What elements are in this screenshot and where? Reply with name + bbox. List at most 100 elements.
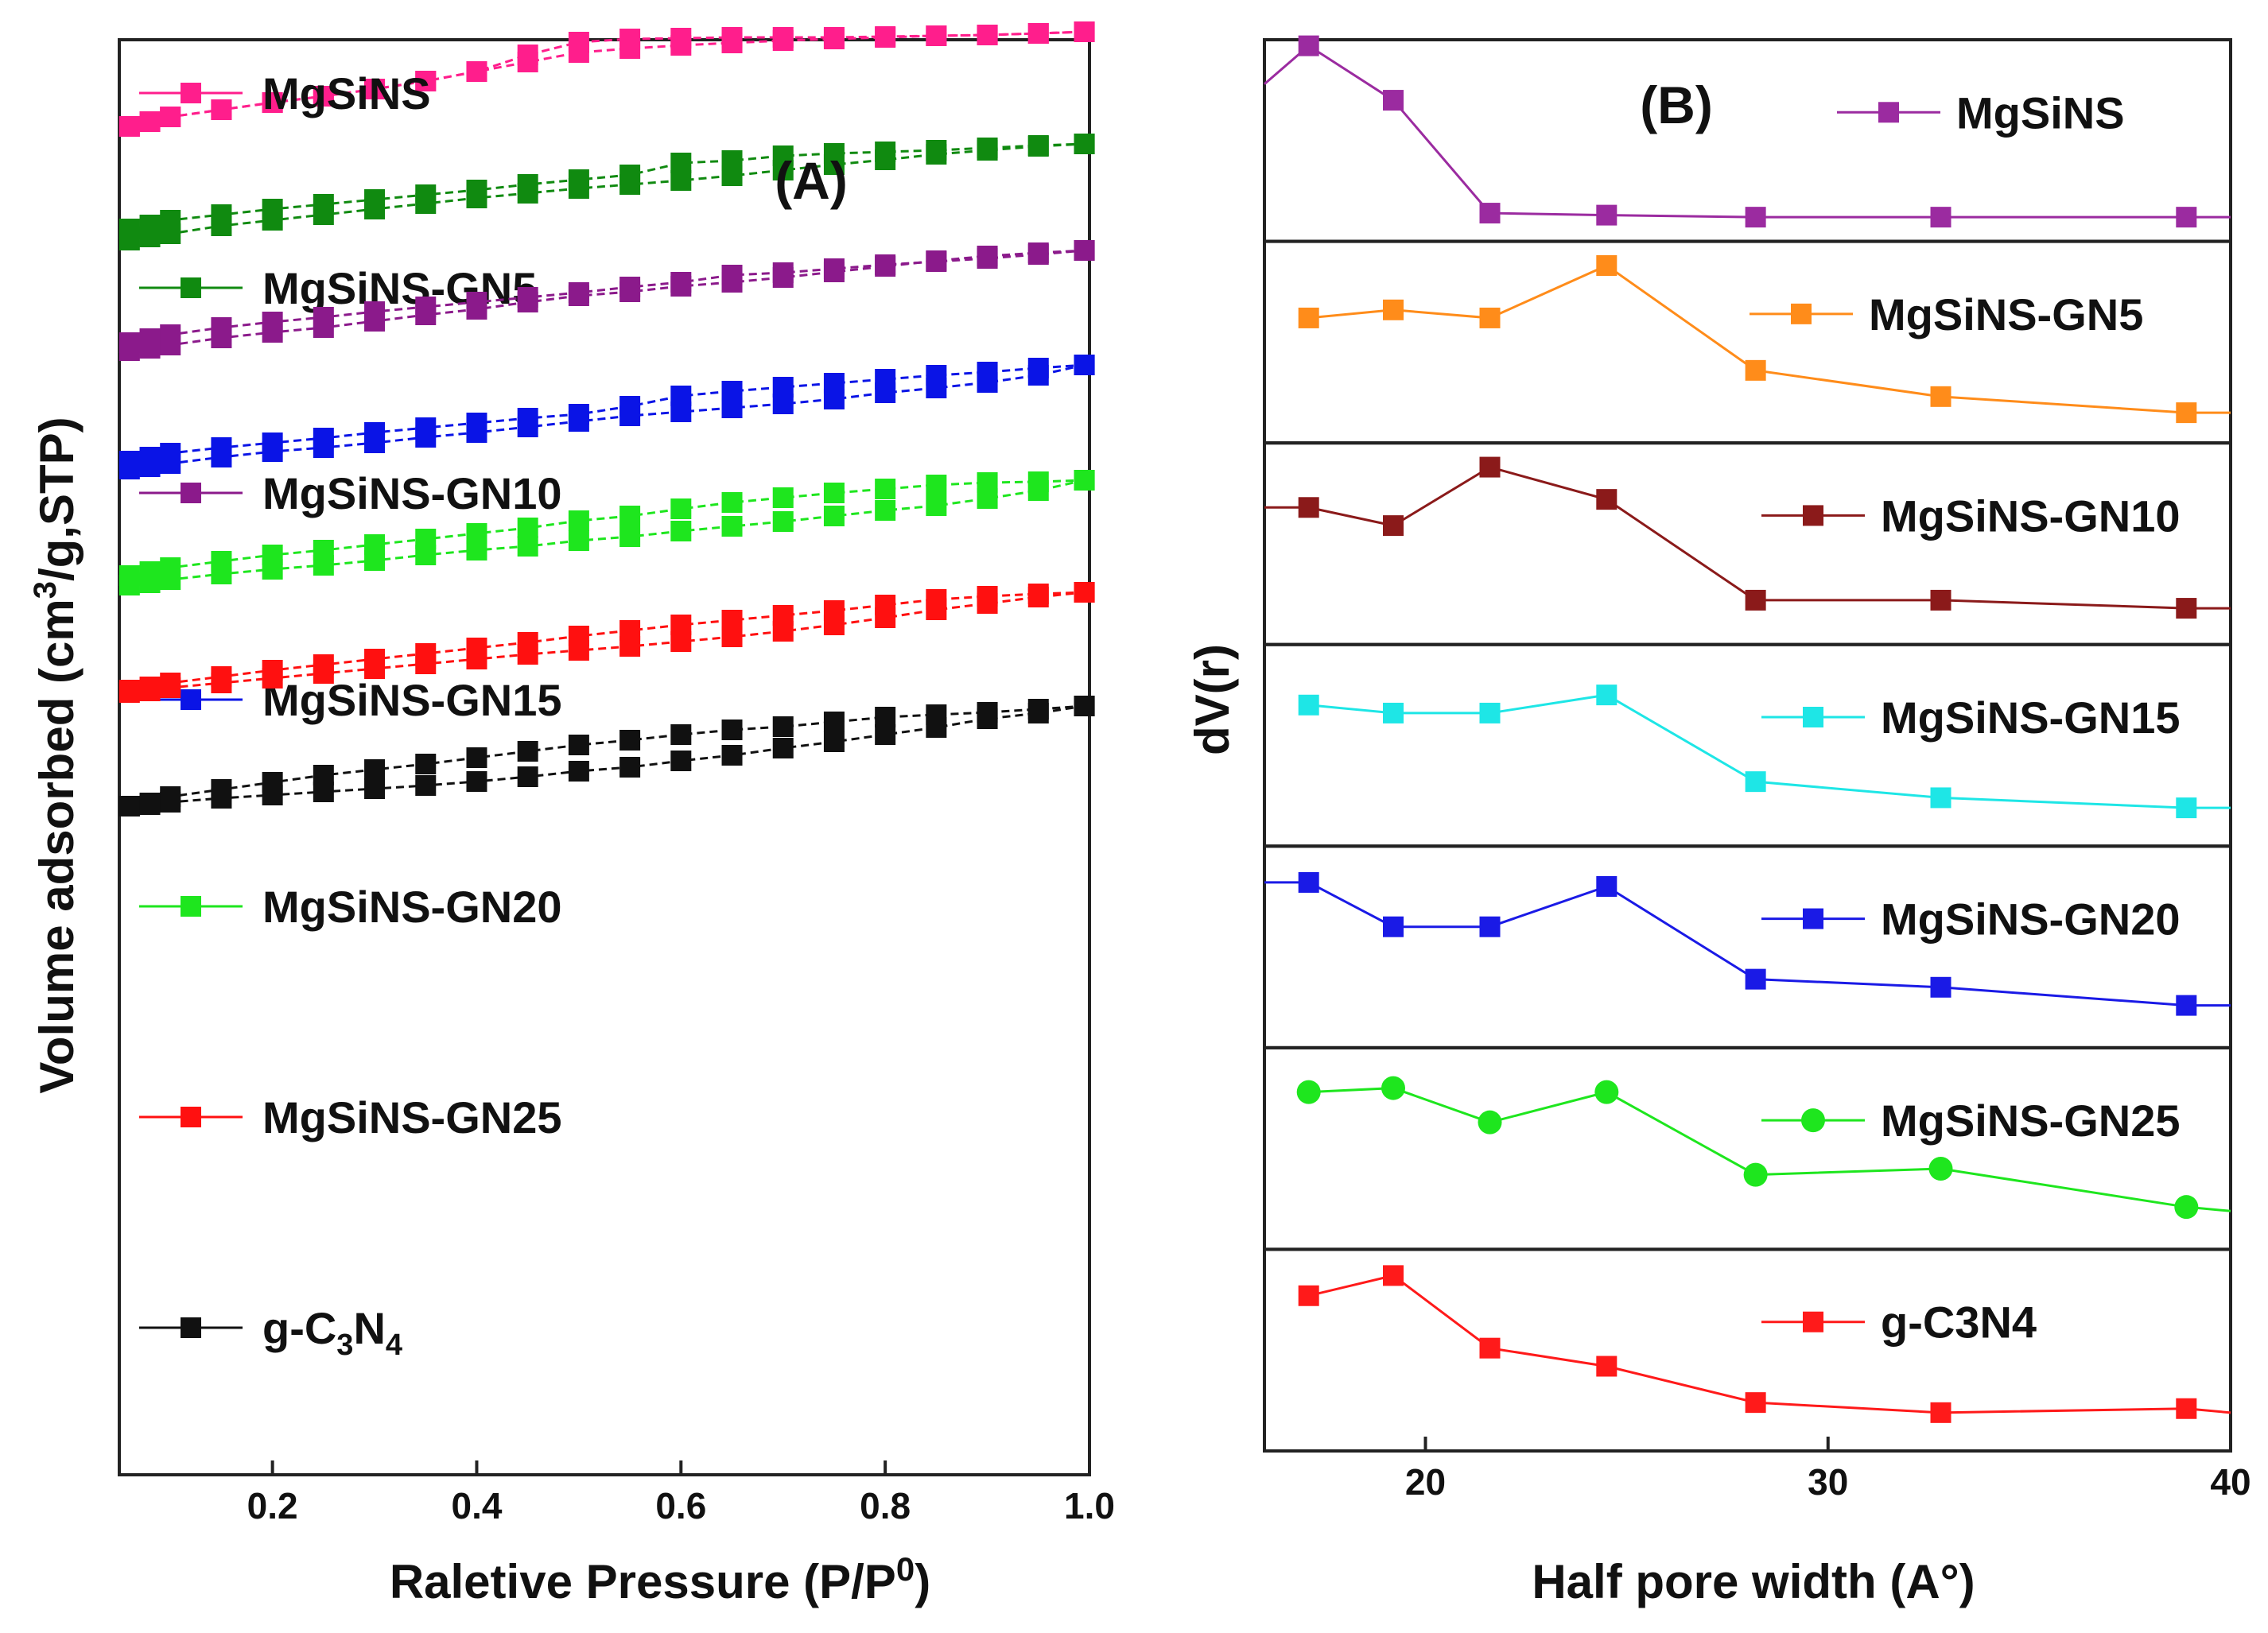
panel-b-point [1383,299,1404,320]
panel-a-desorption-point [619,29,641,49]
panel-a-adsorption-point [568,530,589,551]
panel-b-label: (B) [1640,76,1713,134]
panel-a-desorption-point [823,373,845,394]
panel-a-desorption-point [211,317,232,338]
panel-a-x-tick-label: 0.2 [247,1485,298,1526]
panel-b-point [1298,35,1319,56]
panel-a-desorption-point [364,534,386,555]
panel-b-series-line [1308,693,2231,809]
panel-b-subplot-mgsins-gn20: MgSiNS-GN20 [1263,844,2232,1049]
panel-a-series-mgsins-gn15 [118,355,1095,479]
panel-b-point [1594,1080,1619,1104]
panel-a-desorption-point [364,759,386,780]
panel-a-desorption-point [160,324,181,345]
panel-a-desorption-point [160,673,181,693]
panel-a-desorption-point [139,793,161,813]
panel-a-y-axis-title: Volume adsorbed (cm3/g,STP) [28,417,83,1093]
panel-a-adsorption-point [772,738,794,758]
panel-b-point [2176,797,2197,819]
legend-label-part: 4 [386,1329,402,1362]
panel-b-x-ticks: 20 30 40 [1405,1437,2251,1503]
panel-a-desorption-point [568,510,589,531]
panel-a-desorption-point [262,545,283,565]
panel-a-x-tick-label: 1.0 [1064,1485,1115,1526]
panel-a-legend-label: MgSiNS-GN15 [262,675,562,725]
panel-a-desorption-point [139,328,161,349]
panel-a-desorption-point [772,716,794,737]
panel-a-desorption-point [262,660,283,681]
panel-b-point [1298,497,1319,518]
panel-a-desorption-point [875,595,896,615]
panel-a-desorption-point [1027,584,1049,604]
panel-a-desorption-point [721,265,743,285]
panel-a-desorption-point [619,730,641,751]
panel-a-desorption-point [466,180,487,200]
panel-a-desorption-point [262,312,283,332]
panel-a-desorption-point [1027,135,1049,156]
panel-a-legend-entry: MgSiNS-GN25 [139,1092,562,1142]
panel-a-desorption-point [926,475,947,495]
panel-a-adsorption-point [670,170,692,191]
panel-a-adsorption-point [926,495,947,516]
panel-b-point [1930,976,1951,998]
panel-a-desorption-point [568,626,589,646]
panel-a-desorption-point [118,332,140,353]
panel-b-point [1479,916,1501,937]
panel-a-desorption-point [721,150,743,171]
panel-a-adsorption-point [875,724,896,745]
panel-a-legend-marker [181,277,201,298]
panel-b-legend-marker [1791,303,1812,324]
panel-a-desorption-point [772,262,794,283]
panel-b-subplot-g-c3n4: g-C3N4 [1263,1247,2232,1453]
panel-a-desorption-point [977,138,998,158]
panel-b-point [1745,589,1766,611]
panel-b-point [1298,307,1319,328]
panel-b-subplot-frame [1263,844,2232,1049]
panel-b-subplot-frame [1263,642,2232,848]
panel-a-desorption-point [517,408,538,429]
panel-a-legend-marker [181,1107,201,1127]
panel-b-series-line [1308,1274,2231,1414]
panel-b-point [1596,685,1618,706]
panel-a-desorption-point [313,428,334,448]
panel-b-legend-marker [1803,1311,1823,1332]
panel-a-desorption-point [568,282,589,303]
panel-a-desorption-point [1027,699,1049,720]
panel-a-x-ticks: 0.2 0.4 0.6 0.8 1.0 [247,1460,1115,1526]
panel-b-point [1930,1402,1951,1423]
panel-a-adsorption-point [619,526,641,547]
panel-a-desorption-point [313,654,334,675]
panel-a-adsorption-point [517,536,538,557]
panel-b-point [1596,1356,1618,1377]
panel-a-legend-label: MgSiNS-GN20 [262,882,562,932]
panel-b-legend-label: MgSiNS-GN10 [1881,491,2181,541]
panel-a-desorption-point [772,377,794,398]
panel-a-desorption-point [415,417,437,438]
panel-b-point [1296,1080,1321,1104]
panel-a-desorption-point [466,61,487,82]
panel-a-desorption-point [517,287,538,308]
panel-a-desorption-point [670,386,692,406]
panel-a-desorption-point [619,165,641,185]
panel-a-legend-marker [181,483,201,503]
panel-a-legend-label: MgSiNS-GN25 [262,1092,562,1142]
panel-a-desorption-point [977,25,998,45]
panel-b-legend-label: MgSiNS [1956,87,2125,138]
panel-a-adsorption-point [875,500,896,521]
panel-b-point [1479,456,1501,478]
panel-b-pore-distribution-chart: MgSiNS MgSiNS-GN5 MgSiNS-GN10 MgSiNS-GN15 Mg… [1186,35,2251,1608]
panel-a-desorption-point [139,447,161,467]
panel-a-desorption-point [977,362,998,382]
panel-a-desorption-point [823,600,845,621]
panel-b-series-line [1308,1087,2231,1212]
panel-a-desorption-point [772,487,794,508]
panel-a-legend-entry: MgSiNS-GN5 [139,263,537,313]
panel-a-series-mgsins-gn20 [118,470,1095,595]
panel-a-desorption-point [262,92,283,113]
panel-a-desorption-point [313,194,334,215]
panel-a-adsorption-line [129,30,1085,128]
panel-a-label: (A) [775,151,848,210]
panel-b-subplot-frame [1263,239,2232,445]
panel-a-desorption-point [160,443,181,464]
panel-a-desorption-point [670,153,692,173]
